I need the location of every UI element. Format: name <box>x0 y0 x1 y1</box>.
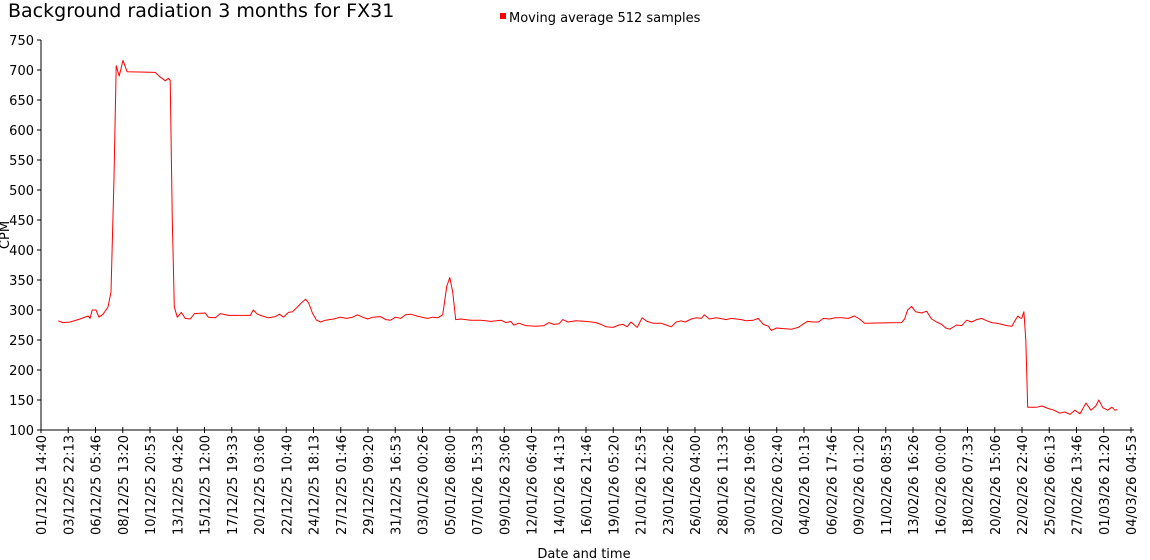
x-tick-label: 13/12/25 04:26 <box>171 435 186 535</box>
y-tick-label: 700 <box>9 64 34 79</box>
chart-title: Background radiation 3 months for FX31 <box>8 0 394 22</box>
x-axis-label: Date and time <box>537 547 630 560</box>
y-tick-label: 300 <box>9 304 34 319</box>
legend-swatch <box>500 13 506 19</box>
x-tick-label: 04/03/26 04:53 <box>1125 435 1140 535</box>
x-tick-label: 20/12/25 03:06 <box>253 435 268 535</box>
y-tick-label: 400 <box>9 244 34 259</box>
x-tick-label: 22/02/26 22:40 <box>1016 435 1031 535</box>
x-tick-label: 29/12/25 09:20 <box>362 435 377 535</box>
series-line-moving-average <box>58 59 1118 415</box>
x-tick-label: 01/12/25 14:40 <box>35 435 50 535</box>
x-tick-label: 27/02/26 13:46 <box>1071 435 1086 535</box>
x-tick-label: 16/01/26 21:46 <box>580 435 595 535</box>
x-tick-label: 02/02/26 02:40 <box>771 435 786 535</box>
x-tick-label: 17/12/25 19:33 <box>226 435 241 535</box>
x-tick-label: 22/12/25 10:40 <box>280 435 295 535</box>
y-tick-label: 550 <box>9 154 34 169</box>
x-tick-label: 26/01/26 04:00 <box>689 435 704 535</box>
x-tick-label: 03/12/25 22:13 <box>62 435 77 535</box>
legend-label: Moving average 512 samples <box>509 11 701 26</box>
x-tick-label: 13/02/26 16:26 <box>907 435 922 535</box>
x-tick-label: 19/01/26 05:20 <box>607 435 622 535</box>
x-tick-label: 20/02/26 15:06 <box>989 435 1004 535</box>
legend: Moving average 512 samples <box>500 11 701 26</box>
x-tick-label: 15/12/25 12:00 <box>199 435 214 535</box>
x-tick-label: 08/12/25 13:20 <box>117 435 132 535</box>
x-tick-label: 03/01/26 00:26 <box>417 435 432 535</box>
y-tick-label: 100 <box>9 424 34 439</box>
y-tick-label: 250 <box>9 334 34 349</box>
x-tick-label: 24/12/25 18:13 <box>308 435 323 535</box>
x-tick-label: 06/12/25 05:46 <box>90 435 105 535</box>
y-tick-label: 350 <box>9 274 34 289</box>
x-tick-label: 09/02/26 01:20 <box>853 435 868 535</box>
x-tick-label: 23/01/26 20:26 <box>662 435 677 535</box>
x-ticks: 01/12/25 14:40 03/12/25 22:13 06/12/25 05:… <box>35 427 1140 535</box>
x-tick-label: 11/02/26 08:53 <box>880 435 895 535</box>
x-tick-label: 12/01/26 06:40 <box>526 435 541 535</box>
y-tick-label: 200 <box>9 364 34 379</box>
y-tick-label: 600 <box>9 124 34 139</box>
x-tick-label: 05/01/26 08:00 <box>444 435 459 535</box>
x-tick-label: 01/03/26 21:20 <box>1098 435 1113 535</box>
y-tick-label: 450 <box>9 214 34 229</box>
y-tick-label: 650 <box>9 94 34 109</box>
x-tick-label: 04/02/26 10:13 <box>798 435 813 535</box>
x-tick-label: 25/02/26 06:13 <box>1043 435 1058 535</box>
x-tick-label: 28/01/26 11:33 <box>716 435 731 535</box>
x-tick-label: 27/12/25 01:46 <box>335 435 350 535</box>
x-tick-label: 18/02/26 07:33 <box>962 435 977 535</box>
y-ticks: 100 150 200 250 300 350 400 450 500 550 600 650 700 7… <box>9 34 41 439</box>
y-tick-label: 500 <box>9 184 34 199</box>
x-tick-label: 16/02/26 00:00 <box>934 435 949 535</box>
x-tick-label: 31/12/25 16:53 <box>389 435 404 535</box>
x-tick-label: 30/01/26 19:06 <box>744 435 759 535</box>
x-tick-label: 10/12/25 20:53 <box>144 435 159 535</box>
x-tick-label: 06/02/26 17:46 <box>825 435 840 535</box>
y-tick-label: 750 <box>9 34 34 49</box>
x-tick-label: 14/01/26 14:13 <box>553 435 568 535</box>
x-tick-label: 21/01/26 12:53 <box>635 435 650 535</box>
y-axis-label: CPM <box>0 221 13 249</box>
x-tick-label: 07/01/26 15:33 <box>471 435 486 535</box>
x-tick-label: 09/01/26 23:06 <box>498 435 513 535</box>
y-tick-label: 150 <box>9 394 34 409</box>
